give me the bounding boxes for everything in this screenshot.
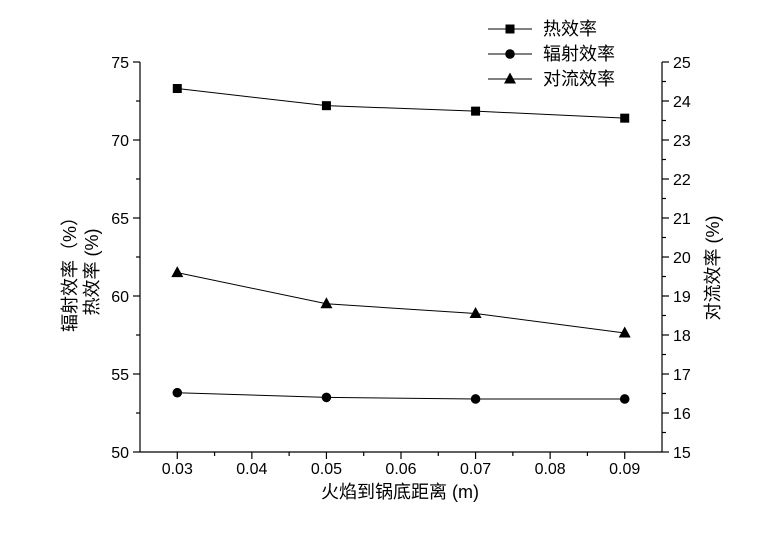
legend-marker-square <box>505 24 515 34</box>
series-1-marker-square <box>471 106 481 116</box>
y-right-tick-label: 25 <box>673 55 691 72</box>
series-3-marker-triangle <box>320 297 333 309</box>
series-1-marker-square <box>172 84 182 94</box>
x-tick-label: 0.06 <box>385 461 416 478</box>
x-tick-label: 0.08 <box>535 461 566 478</box>
series-2-marker-circle <box>619 394 630 404</box>
y-right-tick-label: 18 <box>673 328 691 345</box>
series-2-marker-circle <box>321 392 332 403</box>
y-right-tick-label: 19 <box>673 289 691 306</box>
series-2-marker-circle <box>470 394 481 404</box>
legend-label: 热效率 <box>543 19 597 39</box>
y-left-tick-label: 50 <box>111 445 129 462</box>
legend-label: 对流效率 <box>543 69 615 89</box>
series-3-line <box>177 272 625 334</box>
legend-marker-circle <box>505 49 515 59</box>
y-left-tick-label: 70 <box>111 133 129 150</box>
series-1-marker-square <box>620 113 630 123</box>
x-tick-label: 0.05 <box>311 461 342 478</box>
y-left-tick-label: 75 <box>111 55 129 72</box>
legend-item: 辐射效率 <box>488 44 615 64</box>
y-left-tick-label: 55 <box>111 367 129 384</box>
y-axis-left-title-radiation: 辐射效率（%） <box>60 208 80 332</box>
x-tick-label: 0.07 <box>460 461 491 478</box>
series-1-marker-square <box>321 101 331 111</box>
y-right-tick-label: 16 <box>673 406 691 423</box>
series-3-marker-triangle <box>171 266 184 278</box>
x-tick-label: 0.09 <box>609 461 640 478</box>
x-tick-label: 0.03 <box>162 461 193 478</box>
legend-item: 对流效率 <box>488 69 615 89</box>
y-axis-right-title: 对流效率 (%) <box>703 216 723 321</box>
y-axis-left-title-thermal: 热效率 (%) <box>82 229 102 316</box>
series-2-marker-circle <box>172 387 183 398</box>
y-right-tick-label: 21 <box>673 211 691 228</box>
y-left-tick-label: 60 <box>111 289 129 306</box>
plot-area: 0.03 0.04 0.05 0.06 0.07 0.08 0.09 50 55 60 65 70 75… <box>111 55 691 478</box>
y-right-tick-label: 17 <box>673 367 691 384</box>
y-right-tick-label: 23 <box>673 133 691 150</box>
x-tick-label: 0.04 <box>236 461 267 478</box>
y-right-tick-label: 22 <box>673 172 691 189</box>
y-right-tick-label: 24 <box>673 94 691 111</box>
series-3-marker-triangle <box>618 326 631 338</box>
x-axis-title: 火焰到锅底距离 (m) <box>321 482 479 502</box>
y-right-tick-label: 20 <box>673 250 691 267</box>
series-1-line <box>177 88 625 119</box>
legend-item: 热效率 <box>488 19 597 39</box>
series-2-line <box>177 392 625 400</box>
y-left-tick-label: 65 <box>111 211 129 228</box>
legend-label: 辐射效率 <box>543 44 615 64</box>
series-3-marker-triangle <box>469 307 482 319</box>
legend-marker-triangle <box>504 72 516 84</box>
y-right-tick-label: 15 <box>673 445 691 462</box>
